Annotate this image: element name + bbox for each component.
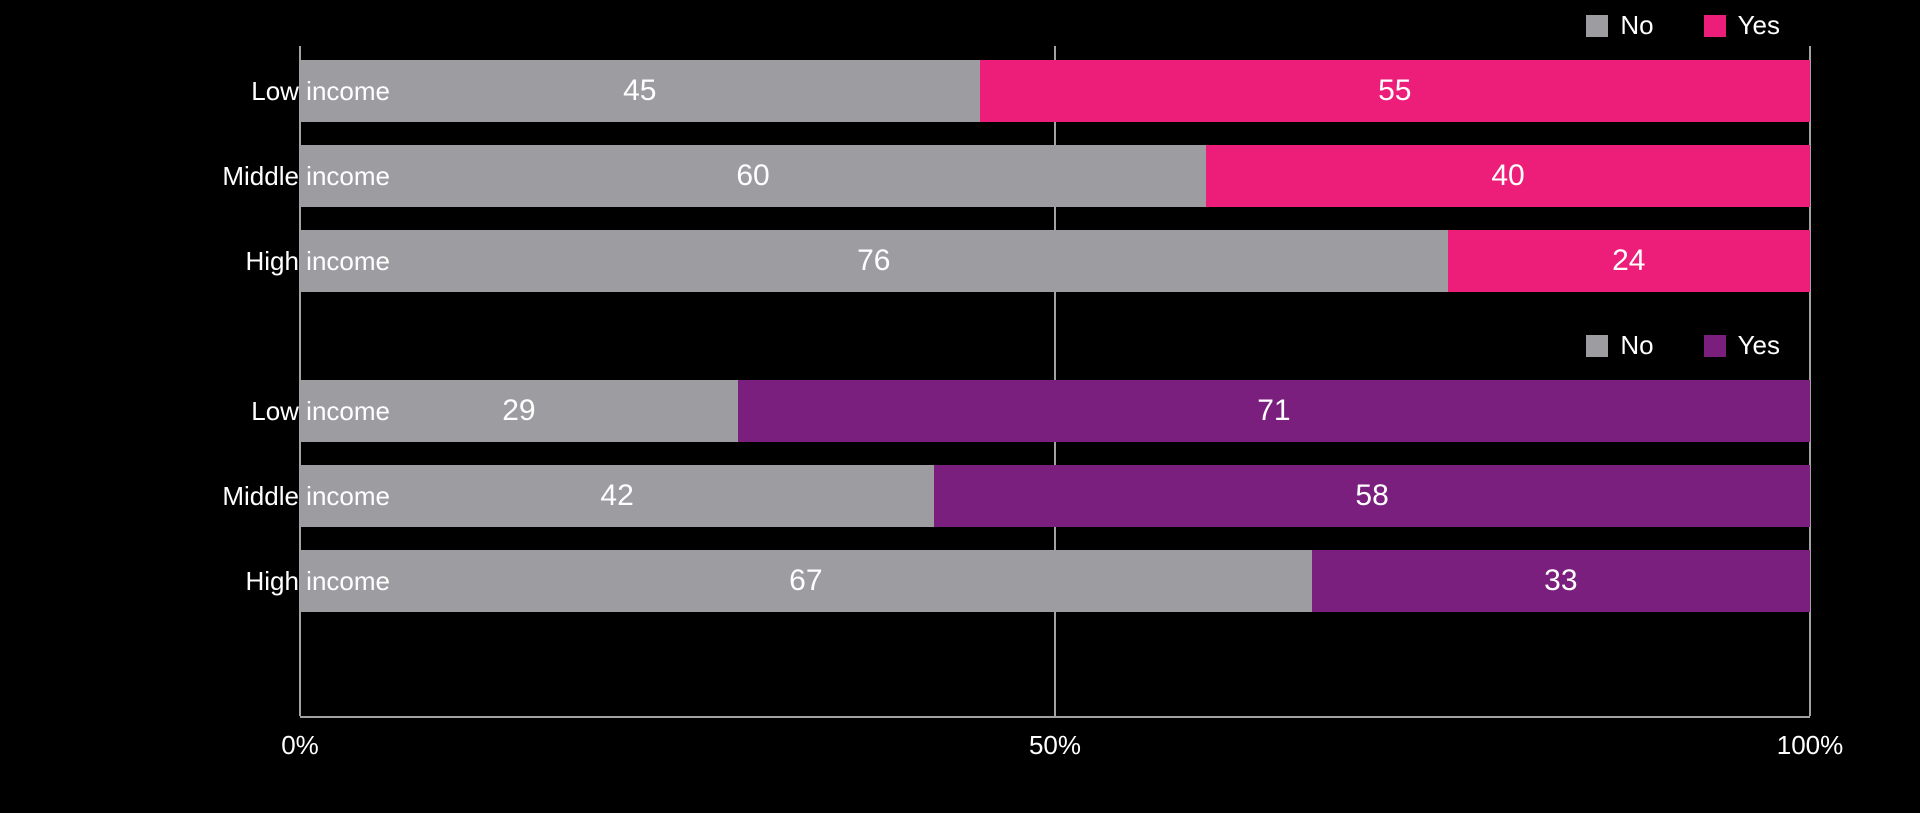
bar-segment: 24 (1448, 230, 1810, 292)
legend-item: Yes (1704, 10, 1780, 41)
bar-row: 6733 (300, 550, 1810, 612)
legend-label: No (1620, 330, 1653, 361)
bar-row: 4258 (300, 465, 1810, 527)
bar-segment: 67 (300, 550, 1312, 612)
x-axis-tick-label: 50% (995, 730, 1115, 761)
legend-item: No (1586, 330, 1653, 361)
legend-label: Yes (1738, 10, 1780, 41)
category-label: Low income (100, 60, 390, 122)
bar-row: 2971 (300, 380, 1810, 442)
legend: No Yes (1586, 330, 1780, 361)
legend-item: Yes (1704, 330, 1780, 361)
bar-segment: 42 (300, 465, 934, 527)
bar-segment: 60 (300, 145, 1206, 207)
bar-row: 4555 (300, 60, 1810, 122)
category-label: High income (100, 550, 390, 612)
x-axis-tick-label: 100% (1750, 730, 1870, 761)
category-label: Low income (100, 380, 390, 442)
legend-item: No (1586, 10, 1653, 41)
bar-segment: 58 (934, 465, 1810, 527)
bar-row: 7624 (300, 230, 1810, 292)
legend: No Yes (1586, 10, 1780, 41)
axis-baseline (300, 716, 1810, 718)
category-label: Middle income (100, 465, 390, 527)
bar-segment: 55 (980, 60, 1811, 122)
bar-row: 6040 (300, 145, 1810, 207)
legend-label: No (1620, 10, 1653, 41)
bar-segment: 40 (1206, 145, 1810, 207)
legend-swatch (1586, 15, 1608, 37)
bar-segment: 71 (738, 380, 1810, 442)
bar-segment: 33 (1312, 550, 1810, 612)
category-label: High income (100, 230, 390, 292)
x-axis-tick-label: 0% (240, 730, 360, 761)
bar-segment: 76 (300, 230, 1448, 292)
bar-segment: 45 (300, 60, 980, 122)
category-label: Middle income (100, 145, 390, 207)
legend-swatch (1704, 15, 1726, 37)
legend-label: Yes (1738, 330, 1780, 361)
legend-swatch (1704, 335, 1726, 357)
stacked-bar-chart: 4555 6040 7624 2971 4258 6733 0% 50% 100% No Yes L… (0, 0, 1920, 813)
plot-area: 4555 6040 7624 2971 4258 6733 (300, 0, 1810, 813)
legend-swatch (1586, 335, 1608, 357)
